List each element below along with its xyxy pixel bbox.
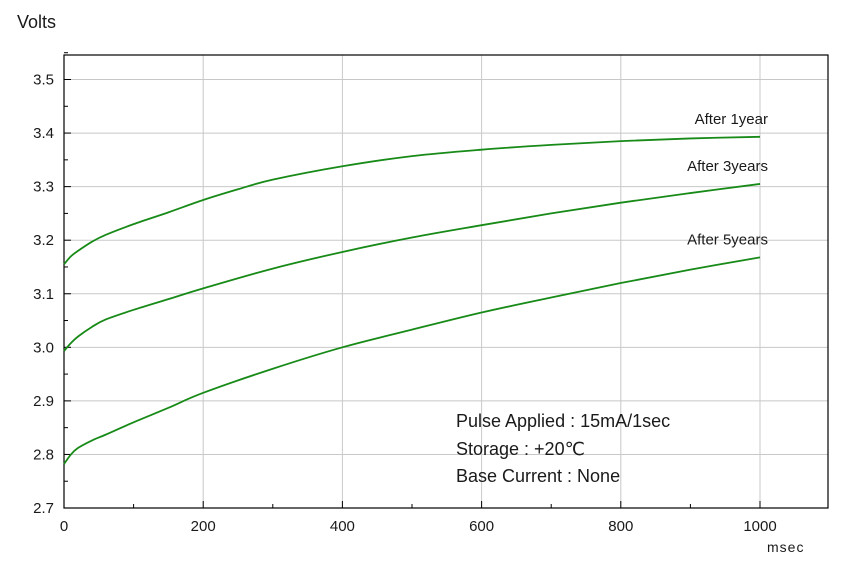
- x-tick-label: 200: [191, 518, 216, 535]
- y-tick-label: 3.2: [33, 232, 54, 249]
- annotation-box: Pulse Applied : 15mA/1sec Storage : +20℃…: [456, 411, 670, 486]
- x-tick-label: 600: [469, 518, 494, 535]
- series-label-1: After 1year: [695, 111, 768, 128]
- x-tick-label: 400: [330, 518, 355, 535]
- series-line-1: [63, 135, 761, 265]
- series-line-2: [63, 183, 761, 352]
- series-labels: After 1year After 3years After 5years: [687, 111, 768, 249]
- x-tick-labels: 0 200 400 600 800 1000: [60, 518, 777, 535]
- x-tick-label: 0: [60, 518, 68, 535]
- series-lines: [63, 135, 761, 465]
- x-axis-title: msec: [767, 539, 804, 555]
- y-tick-label: 2.7: [33, 500, 54, 517]
- annotation-pulse: Pulse Applied : 15mA/1sec: [456, 411, 670, 431]
- y-tick-label: 3.3: [33, 179, 54, 196]
- plot-frame: [63, 54, 829, 509]
- y-tick-label: 3.1: [33, 286, 54, 303]
- y-tick-label: 3.5: [33, 72, 54, 89]
- y-tick-labels: 2.7 2.8 2.9 3.0 3.1 3.2 3.3 3.4 3.5: [33, 72, 54, 518]
- y-tick-label: 3.0: [33, 339, 54, 356]
- y-tick-label: 2.8: [33, 446, 54, 463]
- tick-marks: [63, 52, 761, 509]
- series-label-3: After 5years: [687, 231, 768, 248]
- grid: [64, 55, 828, 508]
- annotation-base-current: Base Current : None: [456, 466, 620, 486]
- series-label-2: After 3years: [687, 158, 768, 175]
- y-tick-label: 2.9: [33, 393, 54, 410]
- x-tick-label: 1000: [743, 518, 776, 535]
- annotation-storage: Storage : +20℃: [456, 439, 585, 459]
- y-axis-title: Volts: [17, 12, 56, 32]
- x-tick-label: 800: [608, 518, 633, 535]
- y-tick-label: 3.4: [33, 125, 54, 142]
- series-line-3: [63, 256, 761, 465]
